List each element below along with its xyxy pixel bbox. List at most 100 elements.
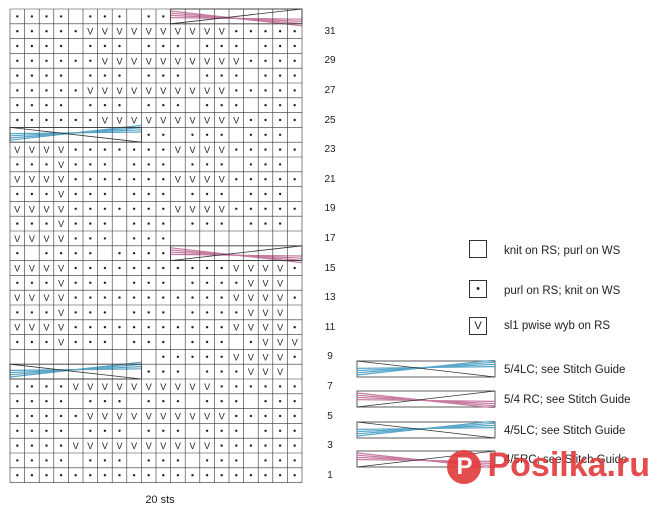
- cable-5-4-rc-icon: [356, 390, 496, 408]
- svg-text:V: V: [262, 352, 268, 362]
- svg-text:V: V: [175, 145, 181, 155]
- svg-text:V: V: [160, 27, 166, 37]
- svg-text:V: V: [116, 56, 122, 66]
- svg-text:V: V: [189, 204, 195, 214]
- svg-text:V: V: [58, 264, 64, 274]
- svg-text:V: V: [14, 175, 20, 185]
- svg-text:V: V: [131, 27, 137, 37]
- svg-text:V: V: [175, 204, 181, 214]
- row-number: 27: [324, 85, 336, 96]
- row-number: 29: [324, 55, 336, 67]
- chart-symbols: V V V V V V V V V VV V V V V V V V V VV V V V V V V V V VV V V V V V V V V V…: [14, 15, 298, 477]
- svg-text:V: V: [14, 234, 20, 244]
- svg-text:V: V: [160, 86, 166, 96]
- svg-text:V: V: [160, 441, 166, 451]
- svg-text:V: V: [248, 352, 254, 362]
- svg-text:V: V: [219, 175, 225, 185]
- svg-text:V: V: [58, 278, 64, 288]
- svg-text:V: V: [233, 293, 239, 303]
- empty-square-icon: [469, 240, 487, 258]
- svg-text:V: V: [248, 293, 254, 303]
- svg-text:V: V: [116, 27, 122, 37]
- svg-text:V: V: [175, 412, 181, 422]
- svg-text:V: V: [277, 278, 283, 288]
- svg-text:V: V: [146, 27, 152, 37]
- row-number: 7: [327, 381, 333, 392]
- svg-text:V: V: [175, 441, 181, 451]
- svg-text:V: V: [131, 441, 137, 451]
- svg-text:V: V: [204, 145, 210, 155]
- svg-text:V: V: [131, 56, 137, 66]
- svg-text:V: V: [87, 412, 93, 422]
- svg-text:V: V: [189, 86, 195, 96]
- svg-text:V: V: [233, 56, 239, 66]
- svg-text:V: V: [204, 116, 210, 126]
- svg-text:V: V: [116, 412, 122, 422]
- svg-text:V: V: [43, 323, 49, 333]
- svg-text:V: V: [58, 323, 64, 333]
- svg-text:V: V: [277, 367, 283, 377]
- svg-text:V: V: [14, 323, 20, 333]
- svg-text:V: V: [233, 116, 239, 126]
- svg-text:V: V: [160, 116, 166, 126]
- svg-text:V: V: [204, 175, 210, 185]
- svg-text:V: V: [146, 382, 152, 392]
- svg-text:V: V: [262, 367, 268, 377]
- svg-text:V: V: [58, 219, 64, 229]
- svg-text:V: V: [29, 234, 35, 244]
- svg-text:V: V: [160, 382, 166, 392]
- svg-text:V: V: [87, 27, 93, 37]
- svg-text:V: V: [116, 441, 122, 451]
- svg-text:V: V: [248, 308, 254, 318]
- svg-text:V: V: [14, 264, 20, 274]
- svg-text:V: V: [102, 27, 108, 37]
- svg-text:V: V: [43, 175, 49, 185]
- svg-text:V: V: [189, 56, 195, 66]
- legend-label-slip: sl1 pwise wyb on RS: [504, 320, 611, 332]
- svg-text:V: V: [219, 86, 225, 96]
- svg-text:V: V: [43, 293, 49, 303]
- row-number: 3: [327, 440, 333, 452]
- legend-label-purl: purl on RS; knit on WS: [504, 285, 621, 297]
- svg-text:V: V: [189, 175, 195, 185]
- svg-text:V: V: [189, 382, 195, 392]
- svg-text:V: V: [102, 56, 108, 66]
- svg-text:V: V: [277, 293, 283, 303]
- svg-text:V: V: [277, 308, 283, 318]
- svg-text:V: V: [131, 86, 137, 96]
- svg-text:V: V: [73, 382, 79, 392]
- svg-text:V: V: [189, 145, 195, 155]
- svg-text:V: V: [146, 56, 152, 66]
- svg-text:V: V: [233, 323, 239, 333]
- stitch-chart: V V V V V V V V V VV V V V V V V V V VV V V V V V V V V VV V V V V V V V V V…: [9, 8, 303, 483]
- svg-text:V: V: [131, 116, 137, 126]
- svg-text:V: V: [219, 145, 225, 155]
- svg-text:V: V: [58, 234, 64, 244]
- row-number: 21: [324, 173, 336, 185]
- svg-text:V: V: [58, 308, 64, 318]
- legend-label-4-5-lc: 4/5LC; see Stitch Guide: [504, 425, 626, 437]
- row-number: 19: [324, 203, 336, 215]
- svg-text:V: V: [262, 278, 268, 288]
- watermark-text: Posilka.ru: [487, 446, 650, 484]
- stitch-count-label: 20 sts: [145, 494, 175, 506]
- svg-text:V: V: [73, 441, 79, 451]
- svg-text:V: V: [189, 116, 195, 126]
- row-number: 9: [327, 351, 333, 363]
- svg-text:V: V: [204, 441, 210, 451]
- svg-text:V: V: [175, 86, 181, 96]
- svg-text:V: V: [248, 264, 254, 274]
- svg-text:V: V: [233, 352, 239, 362]
- svg-text:V: V: [219, 27, 225, 37]
- svg-text:V: V: [87, 441, 93, 451]
- svg-text:V: V: [248, 278, 254, 288]
- cable-cross: [9, 361, 142, 380]
- svg-text:V: V: [58, 338, 64, 348]
- svg-text:V: V: [14, 145, 20, 155]
- row-number: 13: [324, 292, 336, 304]
- pinterest-pin-icon: P: [447, 450, 482, 485]
- svg-text:V: V: [219, 204, 225, 214]
- svg-text:V: V: [29, 175, 35, 185]
- svg-text:V: V: [204, 56, 210, 66]
- svg-text:V: V: [219, 116, 225, 126]
